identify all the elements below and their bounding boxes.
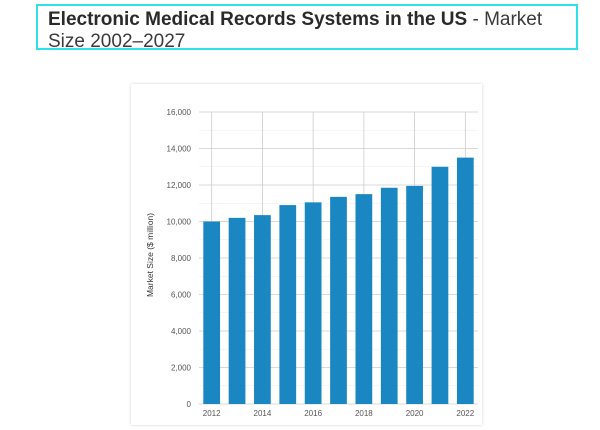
bar-2018 (355, 194, 373, 404)
y-tick-label: 6,000 (171, 291, 192, 300)
y-tick-label: 2,000 (171, 364, 192, 373)
chart-panel: 0 2,000 4,000 6,000 8,000 10,000 12,000 14,000 1… (131, 84, 482, 425)
bar-2021 (431, 166, 449, 404)
page-title-subtitle: - Market Size 2002–2027 (48, 9, 543, 52)
y-tick-label: 8,000 (171, 254, 192, 263)
bar-2016 (304, 202, 322, 404)
bars (203, 157, 474, 404)
x-tick-label: 2020 (406, 409, 424, 418)
bar-2022 (456, 157, 474, 404)
y-tick-label: 10,000 (167, 218, 192, 227)
x-tick-label: 2012 (203, 409, 221, 418)
y-axis-title: Market Size ($ million) (145, 213, 155, 297)
x-tick-label: 2014 (254, 409, 272, 418)
bar-2015 (279, 205, 297, 404)
page-title: Electronic Medical Records Systems in th… (36, 4, 578, 52)
x-tick-label: 2022 (456, 409, 474, 418)
bar-2012 (203, 221, 221, 404)
y-tick-label: 16,000 (167, 108, 192, 117)
bar-2020 (406, 185, 423, 404)
y-tick-label: 0 (187, 400, 192, 409)
y-tick-labels: 0 2,000 4,000 6,000 8,000 10,000 12,000 14,000 1… (167, 108, 192, 409)
x-tick-labels: 2012 2014 2016 2018 2020 2022 (203, 409, 475, 418)
y-tick-label: 12,000 (167, 181, 192, 190)
x-tick-label: 2018 (355, 409, 373, 418)
y-tick-label: 4,000 (171, 327, 192, 336)
bar-chart: 0 2,000 4,000 6,000 8,000 10,000 12,000 14,000 1… (145, 108, 478, 418)
bar-2019 (380, 187, 398, 404)
x-tick-label: 2016 (304, 409, 322, 418)
page-title-main: Electronic Medical Records Systems in th… (48, 9, 468, 30)
bar-2013 (228, 217, 246, 404)
y-tick-label: 14,000 (167, 145, 192, 154)
bar-2014 (254, 215, 271, 404)
bar-2017 (330, 196, 347, 404)
